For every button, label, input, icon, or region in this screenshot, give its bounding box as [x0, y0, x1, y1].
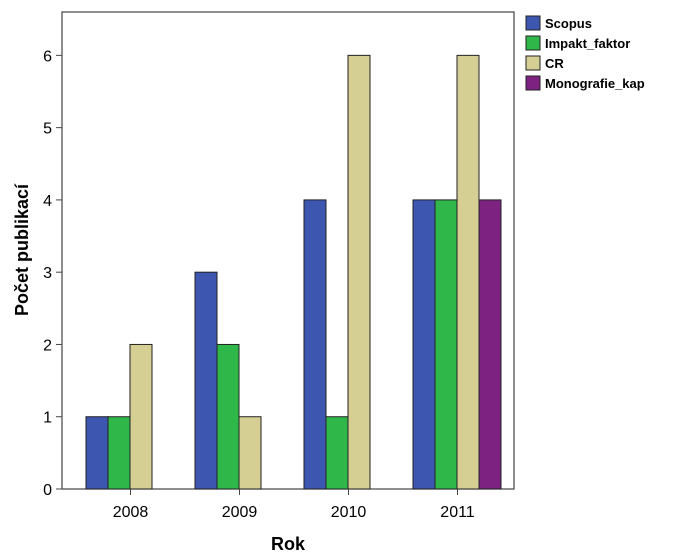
- bar-impakt-faktor-2009: [216, 343, 240, 490]
- legend-swatch: [525, 35, 541, 51]
- bar-scopus-2011: [412, 199, 436, 490]
- bar-cr-2008: [129, 343, 153, 490]
- y-axis: 0 1 2 3 4 5 6: [43, 48, 62, 499]
- bar-monografie-kap-2011: [478, 199, 502, 490]
- legend-label: Monografie_kap: [545, 76, 645, 91]
- legend-swatch: [525, 15, 541, 31]
- legend-label: CR: [545, 56, 564, 71]
- bar-scopus-2009: [194, 271, 218, 490]
- x-tick-label: 2008: [113, 504, 149, 521]
- bar-impakt-faktor-2011: [434, 199, 458, 490]
- bar-scopus-2008: [85, 416, 109, 490]
- bar-cr-2010: [347, 54, 371, 490]
- x-axis-title: Rok: [271, 534, 306, 554]
- bar-impakt-faktor-2010: [325, 416, 349, 490]
- y-tick-label: 2: [43, 337, 52, 354]
- bar-scopus-2010: [303, 199, 327, 490]
- bars-layer: [85, 54, 502, 490]
- legend-label: Impakt_faktor: [545, 36, 630, 51]
- y-axis-title: Počet publikací: [12, 183, 32, 316]
- legend-swatch: [525, 55, 541, 71]
- legend: Scopus Impakt_faktor CR Monografie_kap: [525, 15, 645, 91]
- x-axis: 2008 2009 2010 2011: [113, 489, 475, 521]
- y-tick-label: 6: [43, 48, 52, 65]
- legend-label: Scopus: [545, 16, 592, 31]
- x-tick-label: 2010: [331, 504, 367, 521]
- y-tick-label: 0: [43, 482, 52, 499]
- legend-swatch: [525, 75, 541, 91]
- y-tick-label: 4: [43, 193, 52, 210]
- y-tick-label: 5: [43, 121, 52, 138]
- bar-cr-2011: [456, 54, 480, 490]
- x-tick-label: 2009: [222, 504, 258, 521]
- bar-impakt-faktor-2008: [107, 416, 131, 490]
- y-tick-label: 3: [43, 265, 52, 282]
- x-tick-label: 2011: [440, 504, 475, 521]
- y-tick-label: 1: [43, 410, 52, 427]
- bar-cr-2009: [238, 416, 262, 490]
